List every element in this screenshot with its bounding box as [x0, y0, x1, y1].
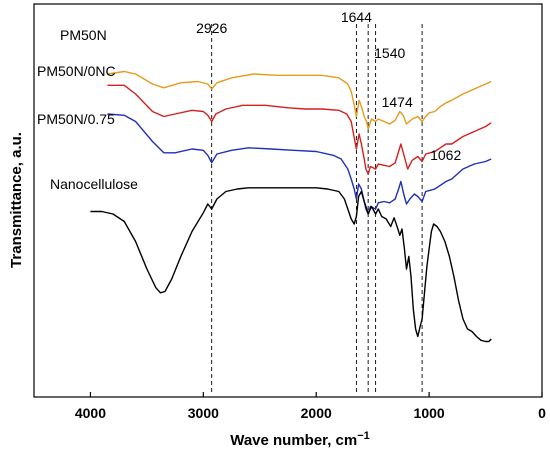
- series-label-1: PM50N/0NC: [37, 63, 116, 79]
- x-axis-ticks: 4000 3000 2000 1000 0: [75, 392, 546, 421]
- x-tick-label-1000: 1000: [414, 405, 445, 421]
- x-axis-label-superscript: −1: [357, 430, 370, 442]
- series-line-2: [107, 113, 492, 215]
- series-label-2: PM50N/0.75: [37, 111, 115, 127]
- x-axis-label: Wave number, cm−1: [230, 430, 370, 449]
- series-lines: [90, 70, 492, 343]
- marker-labels: 2926 1644 1540 1474 1062: [196, 9, 461, 163]
- series-labels: PM50N PM50N/0NC PM50N/0.75 Nanocellulose: [37, 27, 138, 192]
- marker-label-1474: 1474: [382, 94, 413, 110]
- series-line-1: [107, 84, 492, 175]
- series-line-3: [90, 187, 492, 343]
- series-label-0: PM50N: [60, 27, 107, 43]
- x-tick-label-3000: 3000: [188, 405, 219, 421]
- y-axis-label: Transmittance, a.u.: [8, 132, 25, 268]
- x-tick-label-4000: 4000: [75, 405, 106, 421]
- marker-label-1644: 1644: [341, 9, 372, 25]
- marker-label-1062: 1062: [430, 147, 461, 163]
- x-tick-label-2000: 2000: [301, 405, 332, 421]
- marker-lines: [211, 24, 423, 393]
- marker-label-1540: 1540: [374, 45, 405, 61]
- plot-frame: [33, 3, 543, 398]
- series-line-0: [107, 70, 492, 130]
- series-label-3: Nanocellulose: [50, 176, 138, 192]
- x-axis-label-base: Wave number, cm: [230, 432, 357, 449]
- marker-label-2926: 2926: [196, 20, 227, 36]
- x-tick-label-0: 0: [538, 405, 546, 421]
